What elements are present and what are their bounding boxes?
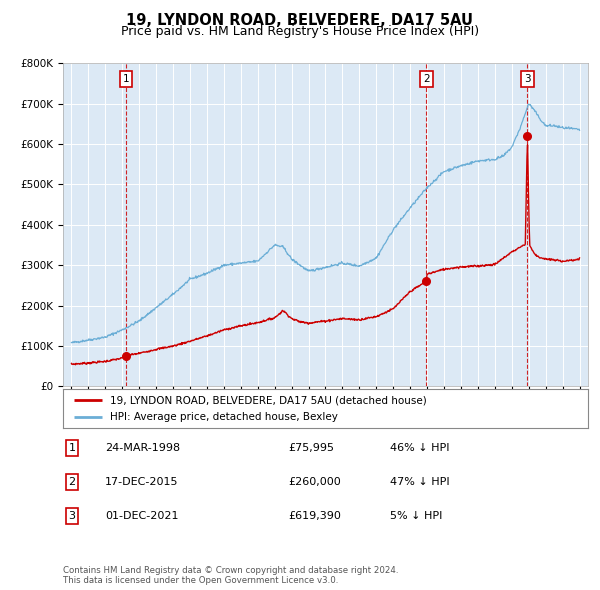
Text: £619,390: £619,390 <box>288 512 341 521</box>
Text: Price paid vs. HM Land Registry's House Price Index (HPI): Price paid vs. HM Land Registry's House … <box>121 25 479 38</box>
Text: Contains HM Land Registry data © Crown copyright and database right 2024.
This d: Contains HM Land Registry data © Crown c… <box>63 566 398 585</box>
Text: £260,000: £260,000 <box>288 477 341 487</box>
Text: 1: 1 <box>123 74 130 84</box>
Text: 1: 1 <box>68 443 76 453</box>
Text: 46% ↓ HPI: 46% ↓ HPI <box>390 443 449 453</box>
Text: 3: 3 <box>68 512 76 521</box>
Text: 01-DEC-2021: 01-DEC-2021 <box>105 512 179 521</box>
Text: 19, LYNDON ROAD, BELVEDERE, DA17 5AU (detached house): 19, LYNDON ROAD, BELVEDERE, DA17 5AU (de… <box>110 395 427 405</box>
Text: HPI: Average price, detached house, Bexley: HPI: Average price, detached house, Bexl… <box>110 412 338 422</box>
Text: 5% ↓ HPI: 5% ↓ HPI <box>390 512 442 521</box>
Text: 24-MAR-1998: 24-MAR-1998 <box>105 443 180 453</box>
Text: 19, LYNDON ROAD, BELVEDERE, DA17 5AU: 19, LYNDON ROAD, BELVEDERE, DA17 5AU <box>127 13 473 28</box>
Text: 2: 2 <box>68 477 76 487</box>
Text: 3: 3 <box>524 74 530 84</box>
Text: 2: 2 <box>423 74 430 84</box>
Text: 17-DEC-2015: 17-DEC-2015 <box>105 477 179 487</box>
Text: 47% ↓ HPI: 47% ↓ HPI <box>390 477 449 487</box>
Text: £75,995: £75,995 <box>288 443 334 453</box>
